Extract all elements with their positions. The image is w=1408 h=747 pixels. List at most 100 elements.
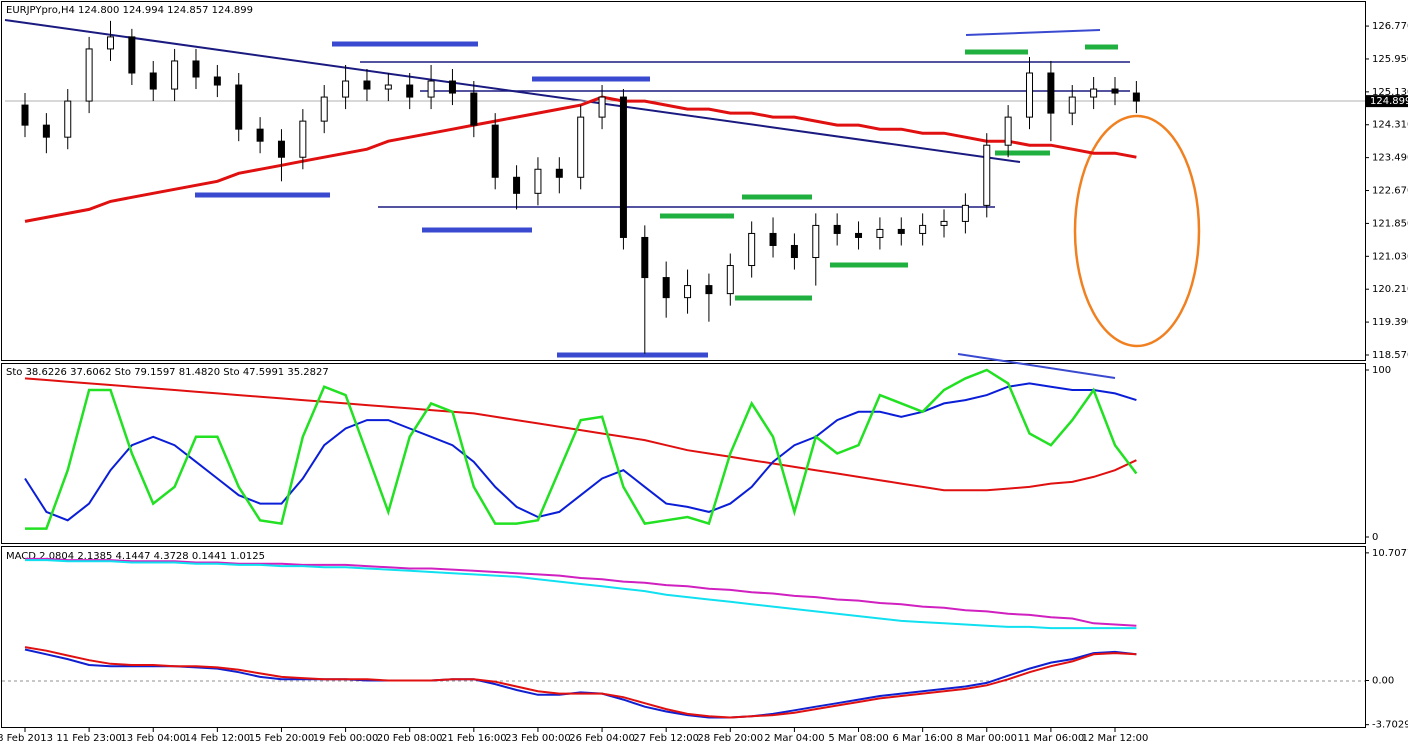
divergence-line	[957, 353, 1116, 379]
candle-body	[897, 228, 905, 234]
y-tick-label: 124.310	[1372, 120, 1408, 131]
candle-body	[513, 176, 521, 194]
candle-body	[833, 224, 841, 234]
series-line	[25, 559, 1137, 630]
candle-body	[983, 144, 991, 206]
y-tick-label: 123.490	[1372, 153, 1408, 164]
y-tick-label: 120.210	[1372, 284, 1408, 295]
candle-body	[235, 84, 243, 130]
candle-body	[876, 228, 884, 238]
candle-body	[149, 72, 157, 90]
candle-body	[684, 285, 692, 299]
x-tick-label: 2 Mar 04:00	[764, 733, 824, 744]
candle-body	[363, 80, 371, 90]
x-tick-label: 13 Feb 04:00	[120, 733, 186, 744]
macd-label: MACD 2.0804 2.1385 4.1447 4.3728 0.1441 …	[6, 551, 265, 562]
stochastic-label: Sto 38.6226 37.6062 Sto 79.1597 81.4820 …	[6, 367, 329, 378]
candle-body	[748, 232, 756, 267]
y-tick-label: 121.030	[1372, 251, 1408, 262]
y-tick-label: 125.130	[1372, 87, 1408, 98]
candle-body	[470, 92, 478, 126]
candle-body	[448, 80, 456, 94]
series-line	[24, 382, 1137, 522]
candle-body	[1047, 72, 1055, 114]
price-tag	[1366, 95, 1408, 108]
y-tick-label: 10.7077	[1372, 548, 1408, 559]
candle-body	[128, 36, 136, 74]
candle-body	[662, 277, 670, 299]
candle-body	[21, 104, 29, 126]
x-tick-label: 23 Feb 00:00	[505, 733, 571, 744]
candle-body	[577, 116, 585, 178]
candle-body	[213, 76, 221, 86]
annotations	[2, 19, 1365, 682]
y-tick-label: 126.770	[1372, 21, 1408, 32]
candle-body	[641, 236, 649, 279]
candle-body	[342, 80, 350, 98]
candle-body	[812, 224, 820, 259]
x-tick-label: 21 Feb 16:00	[441, 733, 507, 744]
candle-body	[42, 124, 50, 138]
y-tick-label: 100	[1372, 365, 1391, 376]
candle-body	[1068, 96, 1076, 114]
y-tick-label: 121.850	[1372, 218, 1408, 229]
candle-body	[790, 244, 798, 259]
x-tick-label: 12 Mar 12:00	[1082, 733, 1149, 744]
price-tag-label: 124.899	[1370, 96, 1408, 107]
x-tick-label: 20 Feb 08:00	[377, 733, 443, 744]
highlight-ellipse	[1073, 114, 1201, 348]
candle-body	[406, 84, 414, 98]
candle-body	[1090, 88, 1098, 98]
x-tick-label: 27 Feb 12:00	[633, 733, 699, 744]
y-tick-label: 119.390	[1372, 317, 1408, 328]
x-tick-label: 19 Feb 00:00	[313, 733, 379, 744]
main-panel	[1, 1, 1366, 361]
candle-body	[384, 84, 392, 90]
y-tick-label: 118.570	[1372, 350, 1408, 361]
y-tick-label: 125.950	[1372, 54, 1408, 65]
candle-body	[619, 96, 627, 238]
candle-body	[171, 60, 179, 90]
y-tick-label: 0.00	[1372, 676, 1394, 687]
x-tick-label: 5 Mar 08:00	[828, 733, 888, 744]
candle-body	[85, 48, 93, 102]
x-tick-label: 15 Feb 20:00	[249, 733, 315, 744]
x-tick-label: 8 Feb 2013	[0, 733, 53, 744]
candle-body	[534, 168, 542, 194]
candle-body	[961, 204, 969, 222]
candle-body	[106, 36, 114, 50]
x-tick-label: 8 Mar 00:00	[957, 733, 1017, 744]
candle-body	[555, 168, 563, 178]
series-line	[25, 557, 1137, 627]
candle-body	[427, 80, 435, 98]
series-line	[25, 368, 1138, 530]
x-tick-label: 26 Feb 04:00	[569, 733, 635, 744]
candle-body	[919, 224, 927, 234]
candle-body	[277, 140, 285, 158]
y-tick-label: -3.7029	[1372, 720, 1408, 731]
candle-body	[491, 124, 499, 178]
chart-title: EURJPYpro,H4 124.800 124.994 124.857 124…	[6, 5, 253, 16]
candle-body	[726, 265, 734, 295]
y-tick-label: 0	[1372, 532, 1378, 543]
series-line	[24, 377, 1137, 492]
x-tick-label: 11 Mar 06:00	[1017, 733, 1084, 744]
candle-body	[256, 128, 264, 142]
candle-body	[705, 285, 713, 295]
candle-body	[940, 220, 948, 226]
stochastic-panel	[1, 363, 1366, 544]
candle-body	[1111, 88, 1119, 94]
x-tick-label: 6 Mar 16:00	[892, 733, 952, 744]
candle-body	[1026, 72, 1034, 118]
x-tick-label: 14 Feb 12:00	[185, 733, 251, 744]
blue-levels	[195, 41, 708, 358]
green-levels	[660, 44, 1118, 301]
series-line	[24, 648, 1137, 719]
candle-body	[299, 120, 307, 158]
candle-body	[1132, 92, 1140, 102]
divergence-line	[965, 29, 1101, 36]
candle-body	[320, 96, 328, 122]
x-tick-label: 11 Feb 23:00	[56, 733, 122, 744]
